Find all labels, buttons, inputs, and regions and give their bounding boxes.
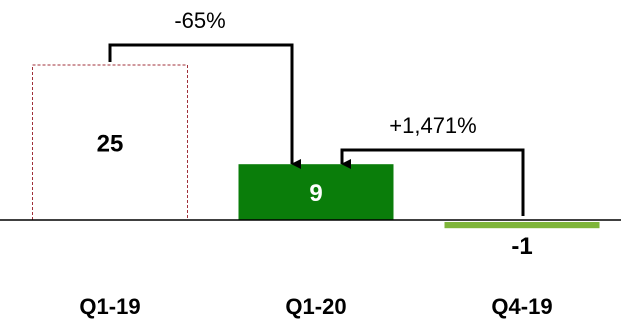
- value-label-q1-19: 25: [97, 131, 124, 158]
- bar-q4-19: [444, 222, 600, 229]
- value-label-q1-20: 9: [309, 180, 322, 207]
- category-label-q1-20: Q1-20: [285, 294, 346, 319]
- category-label-q1-19: Q1-19: [79, 294, 140, 319]
- change-arrow-q1-19-to-q1-20: [108, 43, 301, 169]
- change-label-yoy: -65%: [174, 8, 225, 33]
- category-label-q4-19: Q4-19: [491, 294, 552, 319]
- bar-q1-20: [238, 164, 394, 220]
- change-arrow-q4-19-to-q1-20: [340, 148, 525, 216]
- value-label-q4-19: -1: [511, 233, 532, 260]
- change-label-qoq: +1,471%: [389, 113, 476, 138]
